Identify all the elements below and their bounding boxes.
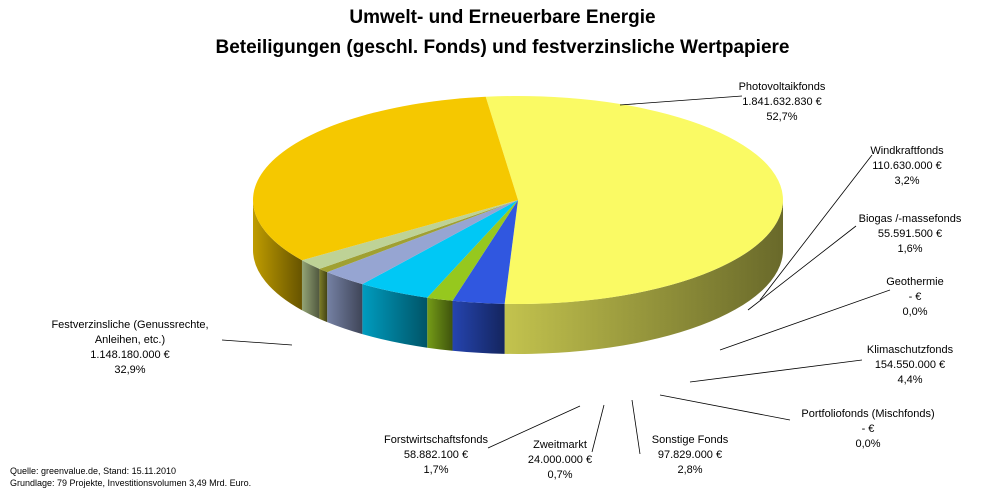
leader-line-biogas-massefonds	[747, 225, 857, 311]
leader-line-geothermie	[719, 289, 891, 351]
label-percent: 2,8%	[677, 464, 703, 476]
label-percent: 1,6%	[897, 243, 923, 255]
pie-slice-biogas-massefonds	[427, 200, 518, 301]
label-amount: 110.630.000 €	[872, 160, 942, 172]
basis-note: Grundlage: 79 Projekte, Investitionsvolu…	[10, 478, 252, 488]
label-name: Forstwirtschaftsfonds	[384, 434, 488, 446]
label-name: Biogas /-massefonds	[858, 213, 962, 225]
label-percent: 52,7%	[766, 111, 798, 123]
label-biogas: Biogas /-massefonds 55.591.500 € 1,6%	[846, 212, 974, 257]
label-percent: 4,4%	[897, 374, 923, 386]
pie-wall-zweitmarkt	[319, 268, 328, 323]
leader-line-klimaschutzfonds	[689, 359, 863, 383]
pie-slice-sonstige-fonds	[327, 200, 518, 285]
label-percent: 3,2%	[894, 175, 920, 187]
pie-wall-windkraftfonds	[452, 300, 505, 354]
leader-line-zweitmarkt	[591, 404, 605, 453]
label-amount: - €	[908, 291, 922, 303]
pie-wall-biogas-massefonds	[427, 297, 453, 351]
leader-line-sonstige-fonds	[631, 399, 641, 455]
pie-slice-zweitmarkt	[319, 200, 518, 273]
label-percent: 32,9%	[114, 364, 146, 376]
label-portfoliofonds: Portfoliofonds (Mischfonds) - € 0,0%	[780, 407, 956, 452]
label-zweitmarkt: Zweitmarkt 24.000.000 € 0,7%	[512, 438, 608, 483]
leader-line-festverzinsliche-genussrechte-anleihen-etc-	[221, 339, 293, 346]
label-photovoltaikfonds: Photovoltaikfonds 1.841.632.830 € 52,7%	[712, 80, 852, 125]
label-amount: - €	[861, 423, 875, 435]
label-name: Windkraftfonds	[870, 145, 944, 157]
pie-wall-forstwirtschaftsfonds	[301, 260, 320, 319]
label-sonstige-fonds: Sonstige Fonds 97.829.000 € 2,8%	[635, 433, 745, 478]
label-name-line1: Festverzinsliche (Genussrechte,	[51, 319, 209, 331]
label-name: Sonstige Fonds	[651, 434, 729, 446]
leader-line-forstwirtschaftsfonds	[487, 405, 581, 449]
label-amount: 1.148.180.000 €	[90, 349, 170, 361]
label-percent: 0,7%	[547, 469, 573, 481]
source-note: Quelle: greenvalue.de, Stand: 15.11.2010	[10, 466, 176, 476]
label-percent: 0,0%	[855, 438, 881, 450]
pie-wall-klimaschutzfonds	[362, 284, 428, 348]
label-name: Geothermie	[886, 276, 944, 288]
pie-slice-windkraftfonds	[452, 200, 518, 304]
label-name: Portfoliofonds (Mischfonds)	[801, 408, 935, 420]
label-geothermie: Geothermie - € 0,0%	[870, 275, 960, 320]
label-amount: 154.550.000 €	[874, 359, 946, 371]
label-klimaschutzfonds: Klimaschutzfonds 154.550.000 € 4,4%	[850, 343, 970, 388]
pie-wall-festverzinsliche-genussrechte-anleihen-etc-	[253, 200, 302, 311]
leader-line-windkraftfonds	[759, 154, 873, 301]
pie-wall-sonstige-fonds	[327, 272, 363, 335]
pie-slice-festverzinsliche-genussrechte-anleihen-etc-	[252, 96, 518, 261]
label-name-line2: Anleihen, etc.)	[94, 334, 166, 346]
pie-slice-forstwirtschaftsfonds	[301, 200, 518, 269]
label-windkraftfonds: Windkraftfonds 110.630.000 € 3,2%	[860, 144, 954, 189]
label-amount: 55.591.500 €	[877, 228, 943, 240]
label-amount: 1.841.632.830 €	[742, 96, 822, 108]
label-percent: 0,0%	[902, 306, 928, 318]
label-forstwirtschaftsfonds: Forstwirtschaftsfonds 58.882.100 € 1,7%	[366, 433, 506, 478]
label-amount: 97.829.000 €	[657, 449, 723, 461]
label-name: Zweitmarkt	[533, 439, 587, 451]
label-amount: 58.882.100 €	[403, 449, 469, 461]
pie-slice-klimaschutzfonds	[362, 200, 518, 298]
label-percent: 1,7%	[423, 464, 449, 476]
leader-line-photovoltaikfonds	[619, 95, 743, 106]
label-festverzinsliche: Festverzinsliche (Genussrechte, Anleihen…	[42, 318, 218, 378]
label-name: Photovoltaikfonds	[738, 81, 826, 93]
pie-wall-photovoltaikfonds	[504, 200, 783, 355]
chart-subtitle: Beteiligungen (geschl. Fonds) und festve…	[215, 37, 790, 58]
label-amount: 24.000.000 €	[527, 454, 593, 466]
leader-line-portfoliofonds-mischfonds-	[659, 394, 791, 421]
pie-slice-photovoltaikfonds	[485, 96, 783, 305]
label-name: Klimaschutzfonds	[866, 344, 954, 356]
chart-title: Umwelt- und Erneuerbare Energie	[349, 7, 656, 28]
